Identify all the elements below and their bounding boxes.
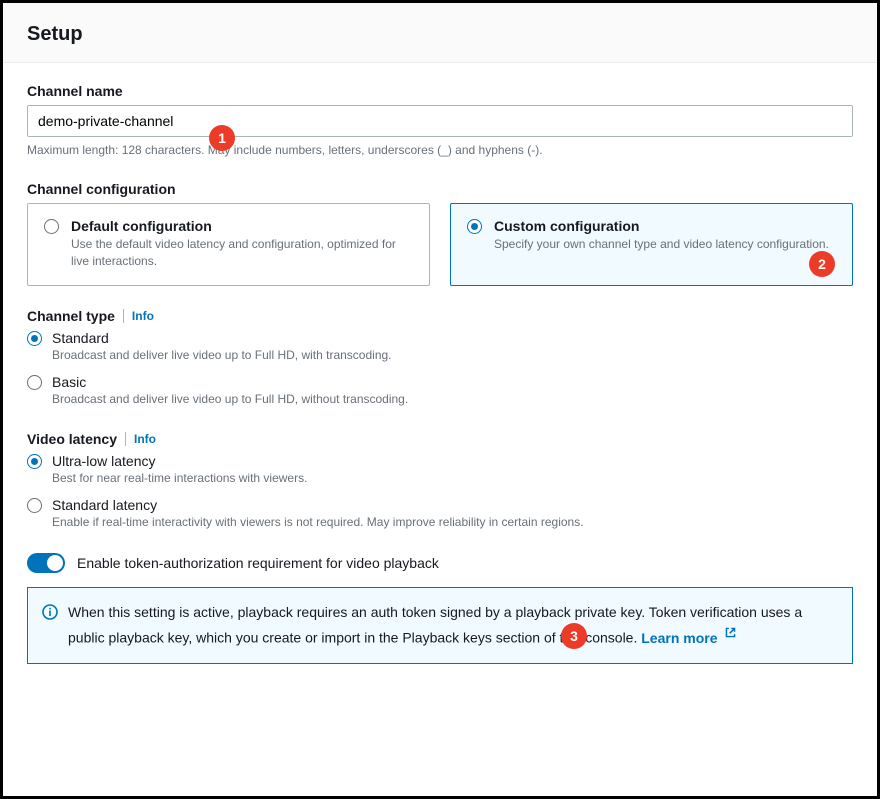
option-title: Standard latency: [52, 497, 584, 513]
config-option-desc: Use the default video latency and config…: [71, 236, 413, 271]
channel-configuration-label: Channel configuration: [27, 181, 853, 197]
token-auth-toggle[interactable]: [27, 553, 65, 573]
option-desc: Best for near real-time interactions wit…: [52, 470, 307, 487]
channel-type-option-standard[interactable]: Standard Broadcast and deliver live vide…: [27, 330, 853, 364]
option-desc: Broadcast and deliver live video up to F…: [52, 347, 392, 364]
radio-icon: [467, 219, 482, 234]
latency-option-ultra-low[interactable]: Ultra-low latency Best for near real-tim…: [27, 453, 853, 487]
option-title: Standard: [52, 330, 392, 346]
token-auth-info-box: When this setting is active, playback re…: [27, 587, 853, 664]
latency-option-standard[interactable]: Standard latency Enable if real-time int…: [27, 497, 853, 531]
radio-icon: [27, 454, 42, 469]
annotation-callout-2: 2: [809, 251, 835, 277]
channel-type-info-link[interactable]: Info: [123, 309, 154, 323]
radio-icon: [27, 331, 42, 346]
option-desc: Enable if real-time interactivity with v…: [52, 514, 584, 531]
channel-type-label: Channel type: [27, 308, 115, 324]
channel-type-option-basic[interactable]: Basic Broadcast and deliver live video u…: [27, 374, 853, 408]
channel-configuration-section: Channel configuration Default configurat…: [27, 181, 853, 286]
video-latency-label: Video latency: [27, 431, 117, 447]
radio-icon: [27, 498, 42, 513]
channel-name-helper: Maximum length: 128 characters. May incl…: [27, 141, 853, 159]
config-option-title: Default configuration: [71, 218, 413, 234]
channel-name-section: Channel name Maximum length: 128 charact…: [27, 83, 853, 159]
page-title: Setup: [27, 23, 853, 46]
annotation-callout-1: 1: [209, 125, 235, 151]
config-option-default[interactable]: Default configuration Use the default vi…: [27, 203, 430, 286]
token-auth-label: Enable token-authorization requirement f…: [77, 555, 439, 571]
config-option-title: Custom configuration: [494, 218, 829, 234]
radio-icon: [27, 375, 42, 390]
option-desc: Broadcast and deliver live video up to F…: [52, 391, 408, 408]
annotation-callout-3: 3: [561, 623, 587, 649]
channel-name-label: Channel name: [27, 83, 853, 99]
channel-name-input[interactable]: [27, 105, 853, 137]
video-latency-section: Video latency Info Ultra-low latency Bes…: [27, 431, 853, 532]
info-icon: [42, 604, 58, 627]
config-option-custom[interactable]: Custom configuration Specify your own ch…: [450, 203, 853, 286]
learn-more-text: Learn more: [641, 630, 717, 646]
external-link-icon: [724, 624, 737, 646]
learn-more-link[interactable]: Learn more: [641, 630, 737, 646]
config-option-desc: Specify your own channel type and video …: [494, 236, 829, 253]
channel-type-section: Channel type Info Standard Broadcast and…: [27, 308, 853, 409]
option-title: Basic: [52, 374, 408, 390]
option-title: Ultra-low latency: [52, 453, 307, 469]
radio-icon: [44, 219, 59, 234]
video-latency-info-link[interactable]: Info: [125, 432, 156, 446]
